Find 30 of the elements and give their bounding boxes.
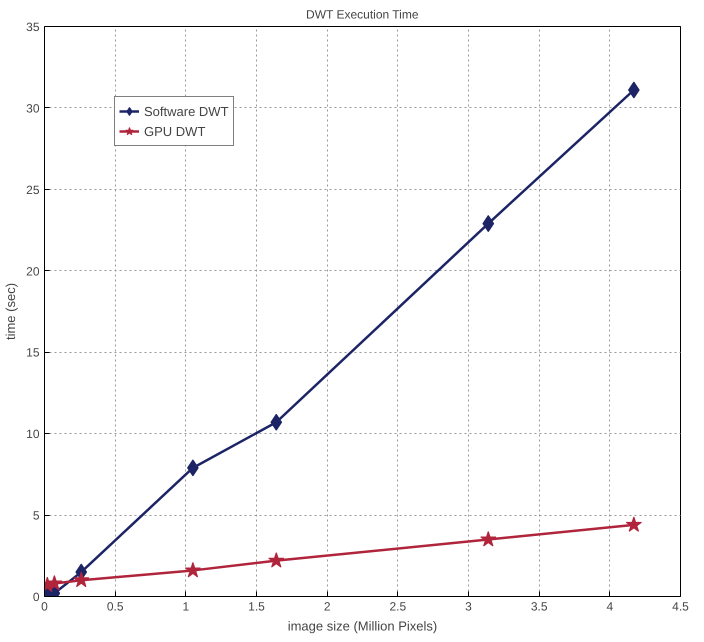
x-tick-label: 0 bbox=[41, 600, 48, 614]
x-tick-label: 1.5 bbox=[248, 600, 266, 614]
point bbox=[270, 414, 282, 431]
y-tick-label: 35 bbox=[26, 20, 40, 34]
legend-label: Software DWT bbox=[144, 104, 229, 118]
y-tick-label: 20 bbox=[26, 264, 40, 278]
point bbox=[482, 215, 494, 232]
y-tick-label: 30 bbox=[26, 101, 40, 116]
legend-label: GPU DWT bbox=[144, 124, 206, 138]
x-tick-label: 4 bbox=[606, 600, 614, 614]
y-tick-label: 0 bbox=[32, 590, 40, 604]
point bbox=[626, 516, 642, 532]
x-tick-label: 1 bbox=[182, 600, 190, 614]
point bbox=[268, 552, 284, 568]
chart-title: DWT Execution Time bbox=[306, 8, 419, 22]
point bbox=[480, 531, 496, 546]
x-tick-label: 0.5 bbox=[106, 600, 124, 614]
x-tick-label: 3.5 bbox=[530, 600, 548, 614]
y-tick-label: 5 bbox=[32, 508, 40, 523]
y-tick-label: 25 bbox=[26, 182, 40, 197]
point bbox=[73, 572, 90, 588]
y-tick-label: 10 bbox=[26, 427, 40, 442]
x-tick-label: 3 bbox=[465, 600, 472, 614]
y-tick-label: 15 bbox=[26, 346, 40, 360]
x-axis-title: image size (Million Pixels) bbox=[288, 618, 438, 634]
x-tick-label: 2 bbox=[324, 600, 331, 614]
x-tick-label: 2.5 bbox=[389, 600, 406, 614]
x-tick-label: 4.5 bbox=[672, 600, 690, 614]
point bbox=[184, 562, 202, 578]
y-axis-title: time (sec) bbox=[3, 282, 18, 340]
